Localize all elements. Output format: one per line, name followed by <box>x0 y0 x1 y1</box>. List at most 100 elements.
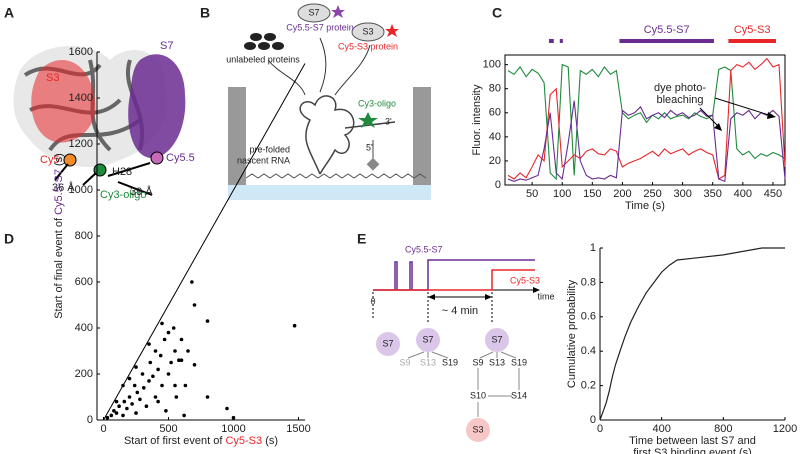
x-tick-label: 1000 <box>221 423 245 435</box>
point <box>177 358 181 363</box>
axis-label: Start of first event of Cy5-S3 (s) <box>124 435 278 447</box>
x-tick-label: 150 <box>583 188 601 200</box>
x-tick-label: 400 <box>652 423 670 435</box>
point <box>158 353 163 358</box>
point <box>121 383 125 388</box>
point <box>117 404 121 409</box>
axis-label-part: Cy5-S3 <box>225 435 262 447</box>
point <box>205 395 210 399</box>
point <box>174 395 179 399</box>
point <box>166 372 171 376</box>
point <box>144 404 149 409</box>
axis-label-part: Start of final event of <box>53 215 65 319</box>
node-label: S13 <box>489 357 505 367</box>
trace <box>507 63 786 181</box>
point <box>134 365 138 369</box>
y-tick-label: 200 <box>75 368 93 380</box>
point <box>132 383 137 388</box>
point <box>122 399 127 404</box>
y-tick-label: 0.6 <box>581 311 596 323</box>
y-tick-label: 20 <box>489 155 501 167</box>
point <box>192 363 197 367</box>
schematic-label: Cy5-S3 protein <box>338 41 398 51</box>
point <box>186 349 190 353</box>
event-label: Cy5.5-S7 <box>644 24 690 36</box>
x-tick-label: 200 <box>613 188 631 200</box>
y-tick-label: 1600 <box>69 46 93 58</box>
point <box>231 415 236 420</box>
structure-label: S7 <box>160 40 173 52</box>
structure-label: 39 Å <box>130 185 153 198</box>
node-label: S10 <box>470 390 486 400</box>
y-tick-label: 0.4 <box>581 345 596 357</box>
y-tick-label: 600 <box>75 276 93 288</box>
point <box>292 323 297 328</box>
node-label: S3 <box>472 424 483 434</box>
point <box>173 349 177 353</box>
schematic-label: Cy3-oligo <box>358 98 396 108</box>
x-tick-label: 500 <box>159 423 177 435</box>
x-tick-label: 350 <box>704 188 722 200</box>
schematic-label: S7 <box>308 7 319 17</box>
timeline-schematic <box>372 259 540 442</box>
axis-label: Time (s) <box>625 200 665 212</box>
point <box>142 386 146 390</box>
panel-label: E <box>357 231 366 247</box>
point <box>125 406 129 411</box>
y-tick-label: 1000 <box>69 184 93 196</box>
panel-label: C <box>492 5 502 21</box>
structure-label: S3 <box>46 72 59 84</box>
point <box>192 303 197 307</box>
point <box>153 395 158 399</box>
point <box>171 326 176 330</box>
x-tick-label: 1200 <box>773 423 797 435</box>
point <box>114 411 119 415</box>
y-tick-label: 0.8 <box>581 276 596 288</box>
point <box>182 413 186 418</box>
point <box>153 349 158 353</box>
trace <box>507 57 786 180</box>
assay-schematic <box>228 3 431 200</box>
schematic-label: nascent RNA <box>237 155 290 165</box>
event-bar <box>548 39 554 43</box>
schematic-label: 3' <box>385 116 392 126</box>
point <box>156 367 160 372</box>
structure-label: 36 Å <box>52 181 75 194</box>
point <box>190 280 194 284</box>
point <box>138 397 142 402</box>
schematic-label: Cy5.5-S7 protein <box>286 22 354 32</box>
schematic-label: 5' <box>366 142 373 152</box>
point <box>121 413 125 418</box>
event-label: Cy5-S3 <box>734 24 771 36</box>
axis-label-part: Cy5.5-S7 <box>53 169 65 215</box>
structure-label: Cy5.5 <box>166 152 195 164</box>
structure-label: H28 <box>112 166 132 178</box>
x-tick-label: 250 <box>643 188 661 200</box>
structure-label: Cy3-oligo <box>100 189 146 201</box>
label: time <box>537 291 554 301</box>
node-label: S9 <box>399 357 410 367</box>
point <box>151 374 155 379</box>
x-tick-label: 50 <box>526 188 538 200</box>
y-tick-label: 0 <box>87 414 93 426</box>
x-tick-label: 1500 <box>286 423 310 435</box>
point <box>135 390 140 395</box>
y-tick-label: 60 <box>489 107 501 119</box>
node-label: S7 <box>382 338 393 348</box>
node-label: S7 <box>422 334 433 344</box>
y-tick-label: 800 <box>75 230 93 242</box>
ribosome-structure <box>13 46 186 196</box>
x-tick-label: 800 <box>714 423 732 435</box>
point <box>166 330 171 335</box>
point <box>127 395 132 399</box>
point <box>130 402 134 406</box>
y-tick-label: 0.2 <box>581 380 596 392</box>
axis-label: Time between last S7 and <box>629 435 756 447</box>
annotation-arrow <box>699 97 773 129</box>
label: ~ 4 min <box>442 305 478 317</box>
axis-label: Start of final event of Cy5.5-S7 (s) <box>53 153 65 319</box>
panel-label: D <box>4 231 14 247</box>
point <box>134 411 138 415</box>
y-tick-label: 80 <box>489 83 501 95</box>
